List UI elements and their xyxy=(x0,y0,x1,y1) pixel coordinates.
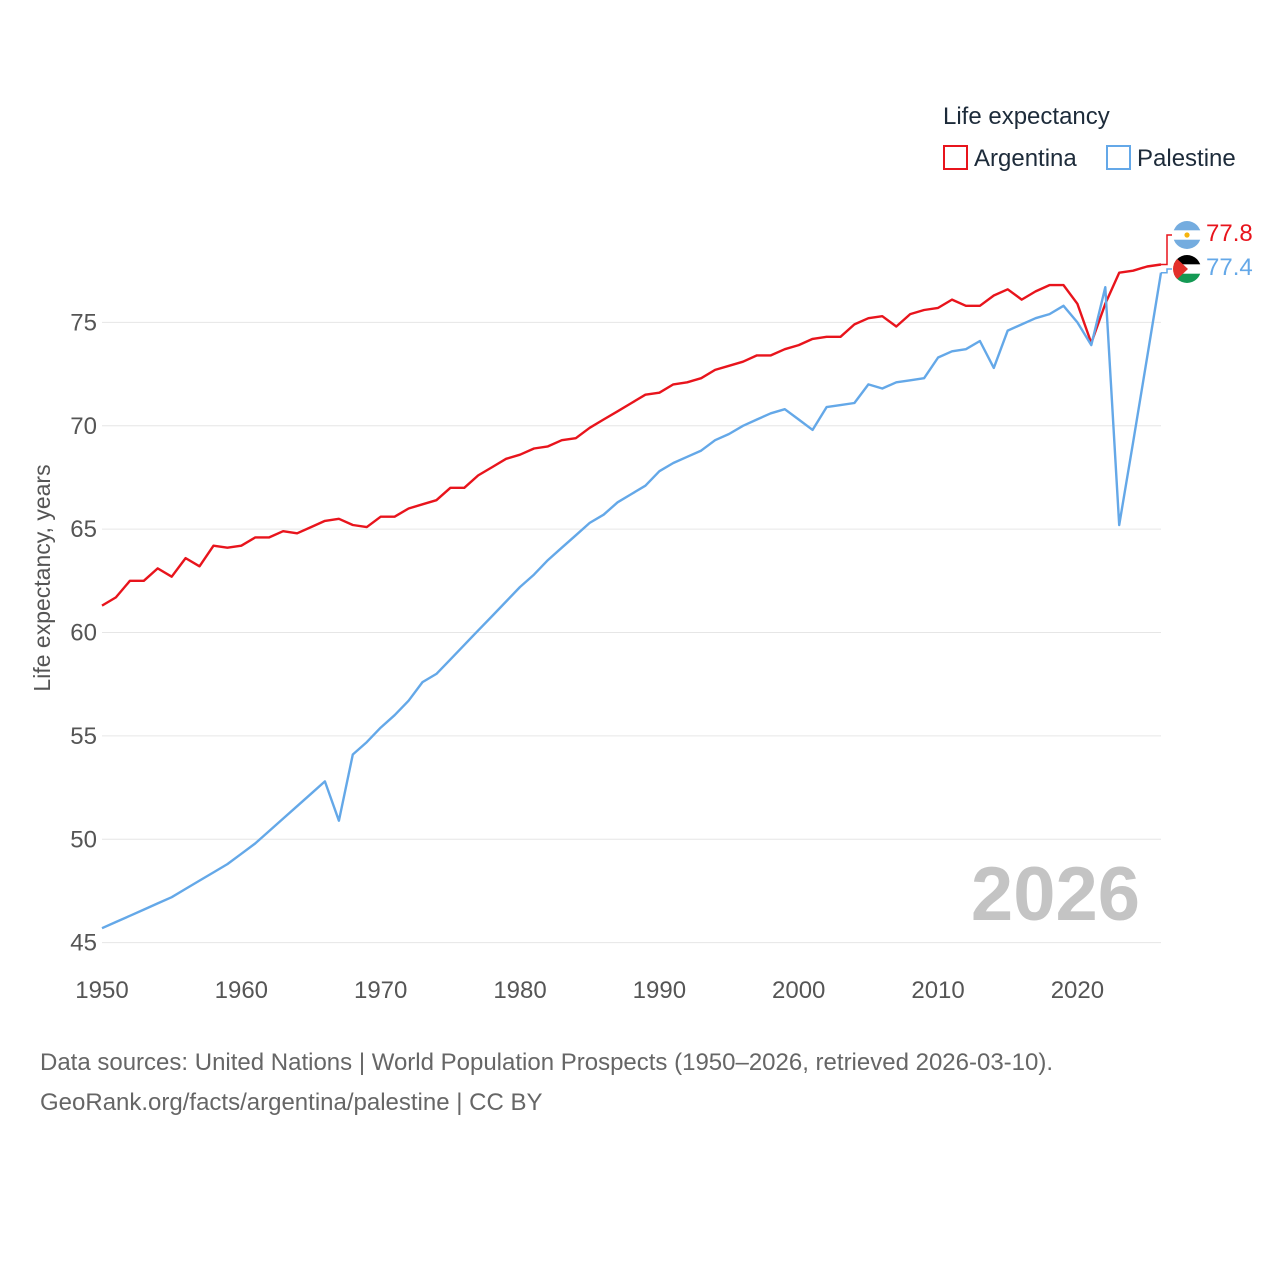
y-axis-ticks: 45 50 55 60 65 70 75 xyxy=(70,309,97,956)
life-expectancy-chart: 45 50 55 60 65 70 75 1950 1960 1970 1980 1990 2000 2… xyxy=(29,103,1253,1004)
argentina-connector xyxy=(1161,234,1172,266)
year-watermark: 2026 xyxy=(971,852,1140,937)
series-line-argentina xyxy=(101,263,1162,607)
x-tick-label: 2000 xyxy=(772,977,825,1004)
credit-line[interactable]: GeoRank.org/facts/argentina/palestine | … xyxy=(40,1089,543,1116)
y-tick-label: 65 xyxy=(70,516,97,543)
legend: Life expectancy Argentina Palestine xyxy=(943,103,1236,172)
series-line-palestine xyxy=(101,272,1163,930)
y-tick-label: 75 xyxy=(70,309,97,336)
gridlines xyxy=(102,321,1161,944)
legend-label-palestine: Palestine xyxy=(1137,145,1236,172)
y-tick-label: 55 xyxy=(70,723,97,750)
end-markers: 77.8 77.4 xyxy=(1161,220,1253,283)
x-tick-label: 1990 xyxy=(633,977,686,1004)
legend-swatch-palestine xyxy=(1106,145,1131,170)
x-tick-label: 2020 xyxy=(1051,977,1104,1004)
data-source-line: Data sources: United Nations | World Pop… xyxy=(40,1049,1054,1076)
palestine-end-value: 77.4 xyxy=(1206,254,1253,281)
legend-item-palestine[interactable]: Palestine xyxy=(1106,145,1236,172)
y-tick-label: 60 xyxy=(70,620,97,647)
palestine-connector xyxy=(1161,268,1172,274)
source-note: Data sources: United Nations | World Pop… xyxy=(40,1043,1053,1123)
x-tick-label: 1980 xyxy=(493,977,546,1004)
palestine-flag-icon xyxy=(1173,255,1201,283)
argentina-end-value: 77.8 xyxy=(1206,220,1253,247)
y-tick-label: 50 xyxy=(70,826,97,853)
x-tick-label: 1960 xyxy=(215,977,268,1004)
series-lines xyxy=(101,263,1163,930)
argentina-flag-icon xyxy=(1173,221,1201,249)
y-tick-label: 70 xyxy=(70,413,97,440)
y-axis-title: Life expectancy, years xyxy=(29,464,55,691)
x-tick-label: 1970 xyxy=(354,977,407,1004)
legend-swatch-argentina xyxy=(943,145,968,170)
y-tick-label: 45 xyxy=(70,930,97,957)
x-tick-label: 1950 xyxy=(75,977,128,1004)
x-tick-label: 2010 xyxy=(911,977,964,1004)
legend-item-argentina[interactable]: Argentina xyxy=(943,145,1077,172)
legend-label-argentina: Argentina xyxy=(974,145,1077,172)
legend-title: Life expectancy xyxy=(943,103,1110,130)
x-axis-ticks: 1950 1960 1970 1980 1990 2000 2010 2020 xyxy=(75,977,1104,1004)
